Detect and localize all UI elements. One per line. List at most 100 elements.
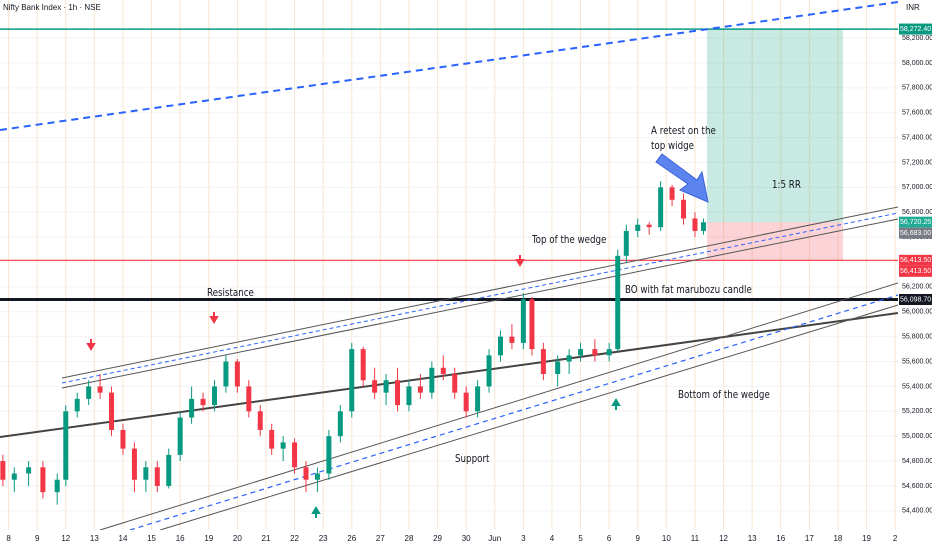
stop-zone <box>707 222 843 261</box>
y-tick-label: 54,400.00 <box>902 508 932 515</box>
x-tick-label: 19 <box>862 534 871 543</box>
candle-body <box>520 299 526 343</box>
annotation: Support <box>455 452 490 465</box>
candle-body <box>54 479 60 493</box>
candle-body <box>681 199 687 219</box>
candle-body <box>131 448 137 480</box>
candle-body <box>223 361 229 387</box>
y-tick-label: 57,400.00 <box>902 134 932 141</box>
x-tick-label: Jun <box>488 534 501 543</box>
y-tick-label: 55,800.00 <box>902 334 932 341</box>
wedge-top-mid <box>61 212 899 384</box>
x-tick-label: 3 <box>521 534 526 543</box>
candles <box>0 181 707 505</box>
x-tick-label: 9 <box>35 534 40 543</box>
x-tick-label: 10 <box>662 534 671 543</box>
x-tick-label: 12 <box>719 534 728 543</box>
x-tick-label: 13 <box>748 534 757 543</box>
candle-body <box>86 386 92 399</box>
candle-body <box>540 349 546 374</box>
y-tick-label: 58,000.00 <box>902 60 932 67</box>
candle-body <box>120 429 126 449</box>
candle-body <box>360 349 366 381</box>
arrow-down <box>86 339 96 351</box>
x-tick-label: 9 <box>636 534 641 543</box>
x-tick-label: 22 <box>290 534 299 543</box>
candle-body <box>669 187 675 200</box>
candle-body <box>440 367 446 374</box>
y-tick-label: 57,200.00 <box>902 159 932 166</box>
candle-body <box>234 361 240 387</box>
x-tick-label: 16 <box>176 534 185 543</box>
time-axis <box>0 530 932 550</box>
level-label: 56,413.50 <box>900 257 931 264</box>
candle-body <box>303 467 309 480</box>
candle-body <box>189 398 195 418</box>
wedge-top-lower <box>61 218 899 389</box>
position-box <box>707 29 843 261</box>
x-tick-label: 29 <box>433 534 442 543</box>
candle-body <box>166 454 172 486</box>
level-tag <box>899 265 932 277</box>
annotation: A retest on the top widge <box>651 124 716 152</box>
drawings <box>0 1 899 531</box>
y-tick-label: 56,800.00 <box>902 209 932 216</box>
wedge-bottom-upper <box>99 282 899 531</box>
candle-body <box>257 411 263 430</box>
candle-body <box>509 336 515 343</box>
candle-body <box>246 386 252 412</box>
candle-body <box>463 392 469 412</box>
level-tag <box>899 293 932 305</box>
candle-body <box>623 230 629 256</box>
y-tick-label: 55,200.00 <box>902 408 932 415</box>
candle-body <box>269 429 275 449</box>
x-tick-label: 20 <box>233 534 242 543</box>
x-tick-label: 4 <box>550 534 555 543</box>
candle-body <box>452 373 458 393</box>
candle-body <box>615 255 621 350</box>
candle-body <box>497 336 503 356</box>
annotation: Top of the wedge <box>532 233 607 246</box>
y-tick-label: 55,000.00 <box>902 433 932 440</box>
arrow-down <box>515 255 525 267</box>
axes: 8 9 12 13 14 15 16 19 20 21 22 23 26 27 28 29 30 Jun 3 4 5 6 9… <box>6 23 932 543</box>
x-tick-label: 14 <box>119 534 128 543</box>
candle-body <box>26 467 32 474</box>
candle-body <box>592 349 598 356</box>
annotation: BO with fat marubozu candle <box>625 283 752 296</box>
x-tick-label: 6 <box>607 534 612 543</box>
y-tick-label: 54,600.00 <box>902 483 932 490</box>
candle-body <box>566 355 572 362</box>
candle-body <box>154 467 160 486</box>
level-label: 56,098.70 <box>900 296 931 303</box>
level-label: 58,272.40 <box>900 26 931 33</box>
candle-body <box>658 187 664 228</box>
candle-body <box>326 436 332 474</box>
arrow-down <box>209 312 219 324</box>
y-tick-label: 57,600.00 <box>902 110 932 117</box>
candle-body <box>74 398 80 412</box>
candle-body <box>109 392 115 430</box>
x-tick-label: 18 <box>833 534 842 543</box>
arrow-up <box>311 506 321 518</box>
x-tick-label: 13 <box>90 534 99 543</box>
candle-body <box>475 386 481 412</box>
candle-body <box>63 411 69 480</box>
levels <box>0 28 898 301</box>
callout-arrow <box>655 153 709 203</box>
arrow-up <box>611 398 621 410</box>
y-tick-label: 58,200.00 <box>902 35 932 42</box>
candle-body <box>97 386 103 393</box>
trend-line <box>0 312 899 438</box>
x-tick-label: 12 <box>61 534 70 543</box>
x-tick-label: 17 <box>805 534 814 543</box>
level-tag <box>899 216 932 228</box>
candle-body <box>40 467 46 493</box>
x-tick-label: 19 <box>204 534 213 543</box>
wedge-bottom-lower <box>159 304 899 531</box>
candle-body <box>200 398 206 406</box>
level-label: 56,413.50 <box>900 268 931 275</box>
candle-body <box>555 361 561 374</box>
x-tick-label: 28 <box>405 534 414 543</box>
